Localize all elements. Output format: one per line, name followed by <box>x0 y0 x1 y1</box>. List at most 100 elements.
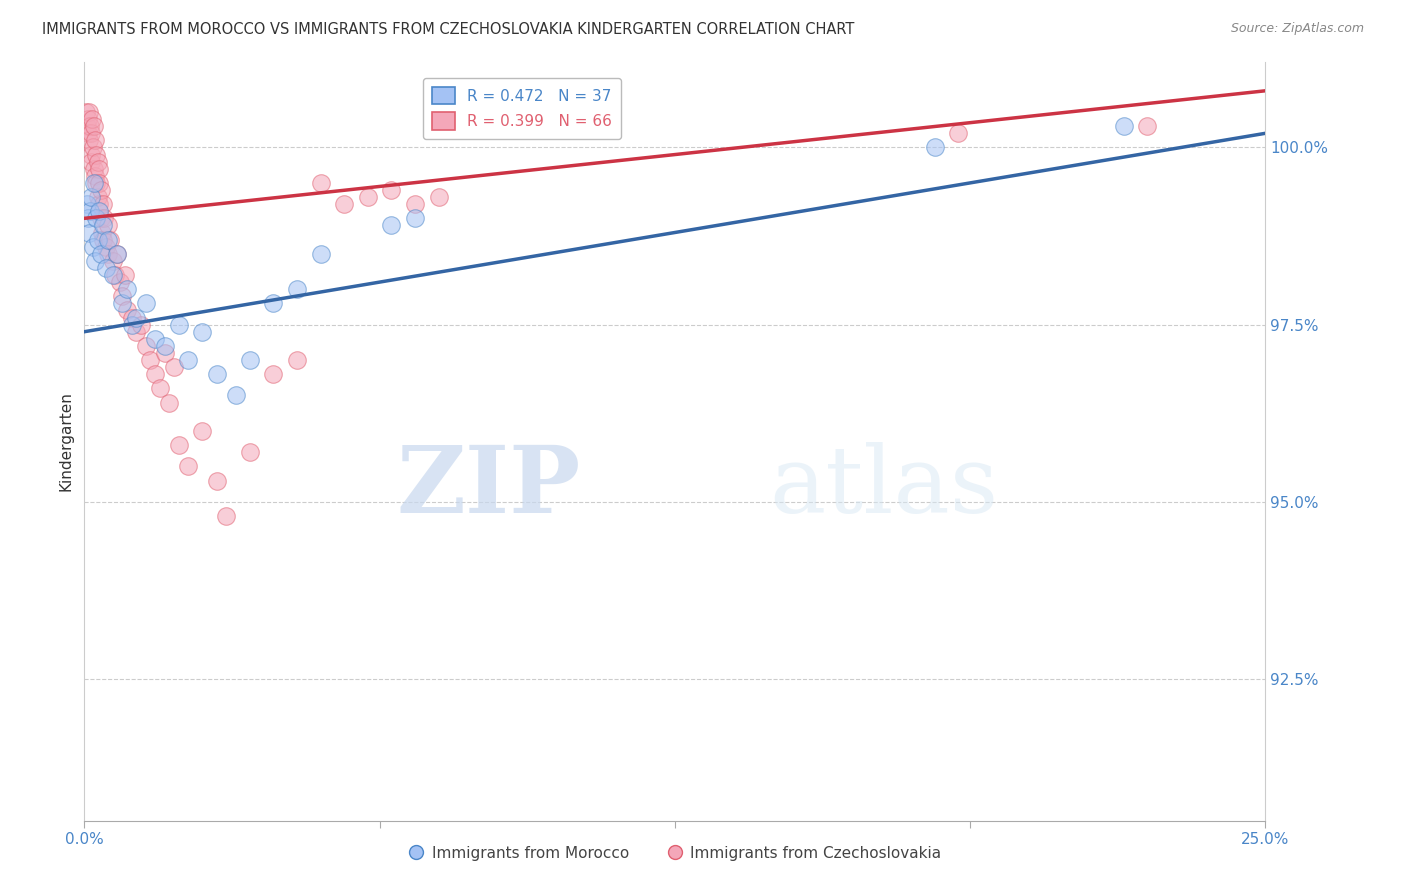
Point <box>97 233 120 247</box>
Point <box>83 253 105 268</box>
Text: Source: ZipAtlas.com: Source: ZipAtlas.com <box>1230 22 1364 36</box>
Point <box>82 240 104 254</box>
Point <box>125 325 148 339</box>
Point <box>285 282 308 296</box>
Point <box>121 310 143 325</box>
Point <box>205 368 228 382</box>
Point <box>87 204 110 219</box>
Point <box>79 119 101 133</box>
Point <box>149 381 172 395</box>
Point <box>153 339 176 353</box>
Point <box>427 190 450 204</box>
Point <box>93 211 115 226</box>
Point <box>225 388 247 402</box>
Point <box>91 219 114 233</box>
Point <box>87 197 110 211</box>
Point <box>84 147 107 161</box>
Point <box>215 508 238 523</box>
Point <box>167 318 190 332</box>
Point <box>309 246 332 260</box>
Point <box>924 140 946 154</box>
Point <box>404 211 426 226</box>
Point <box>357 190 380 204</box>
Point <box>380 219 402 233</box>
Point <box>94 260 117 275</box>
Point <box>97 246 120 260</box>
Point <box>90 211 112 226</box>
Point <box>1136 119 1159 133</box>
Point <box>139 353 162 368</box>
Point <box>163 360 186 375</box>
Point <box>83 133 105 147</box>
Point <box>115 282 138 296</box>
Point <box>94 240 117 254</box>
Point <box>77 133 100 147</box>
Point <box>91 197 114 211</box>
Point <box>86 190 108 204</box>
Text: ZIP: ZIP <box>396 442 581 532</box>
Text: IMMIGRANTS FROM MOROCCO VS IMMIGRANTS FROM CZECHOSLOVAKIA KINDERGARTEN CORRELATI: IMMIGRANTS FROM MOROCCO VS IMMIGRANTS FR… <box>42 22 855 37</box>
Point <box>205 474 228 488</box>
Point <box>89 176 111 190</box>
Point <box>191 424 214 438</box>
Point <box>177 353 200 368</box>
Point <box>79 147 101 161</box>
Point <box>167 438 190 452</box>
Point <box>948 126 970 140</box>
Y-axis label: Kindergarten: Kindergarten <box>58 392 73 491</box>
Point <box>90 183 112 197</box>
Point <box>115 303 138 318</box>
Point <box>86 154 108 169</box>
Point <box>262 368 284 382</box>
Point <box>82 112 104 127</box>
Point <box>333 197 356 211</box>
Point <box>77 211 100 226</box>
Point <box>1112 119 1135 133</box>
Point <box>76 112 98 127</box>
Point <box>83 119 105 133</box>
Point <box>135 339 157 353</box>
Legend: Immigrants from Morocco, Immigrants from Czechoslovakia: Immigrants from Morocco, Immigrants from… <box>402 840 948 868</box>
Point <box>84 211 107 226</box>
Point <box>125 310 148 325</box>
Point <box>80 190 103 204</box>
Point <box>239 445 262 459</box>
Point <box>104 268 127 282</box>
Point <box>177 459 200 474</box>
Point <box>77 226 100 240</box>
Point <box>86 233 108 247</box>
Point <box>135 296 157 310</box>
Point <box>153 346 176 360</box>
Point <box>129 318 152 332</box>
Text: atlas: atlas <box>769 442 998 532</box>
Point <box>101 253 124 268</box>
Point <box>121 318 143 332</box>
Point <box>143 368 166 382</box>
Point <box>111 289 134 303</box>
Point <box>76 197 98 211</box>
Point <box>77 126 100 140</box>
Point <box>285 353 308 368</box>
Point <box>82 140 104 154</box>
Point <box>114 268 136 282</box>
Point <box>80 126 103 140</box>
Point <box>191 325 214 339</box>
Point <box>108 275 131 289</box>
Point <box>98 233 121 247</box>
Point <box>91 226 114 240</box>
Point <box>404 197 426 211</box>
Point <box>97 219 120 233</box>
Point <box>84 176 107 190</box>
Point <box>262 296 284 310</box>
Point <box>87 161 110 176</box>
Point <box>239 353 262 368</box>
Point <box>309 176 332 190</box>
Point <box>157 395 180 409</box>
Point <box>83 169 105 183</box>
Point <box>79 204 101 219</box>
Point <box>91 233 114 247</box>
Point <box>83 161 105 176</box>
Point <box>101 268 124 282</box>
Point <box>107 246 129 260</box>
Point <box>380 183 402 197</box>
